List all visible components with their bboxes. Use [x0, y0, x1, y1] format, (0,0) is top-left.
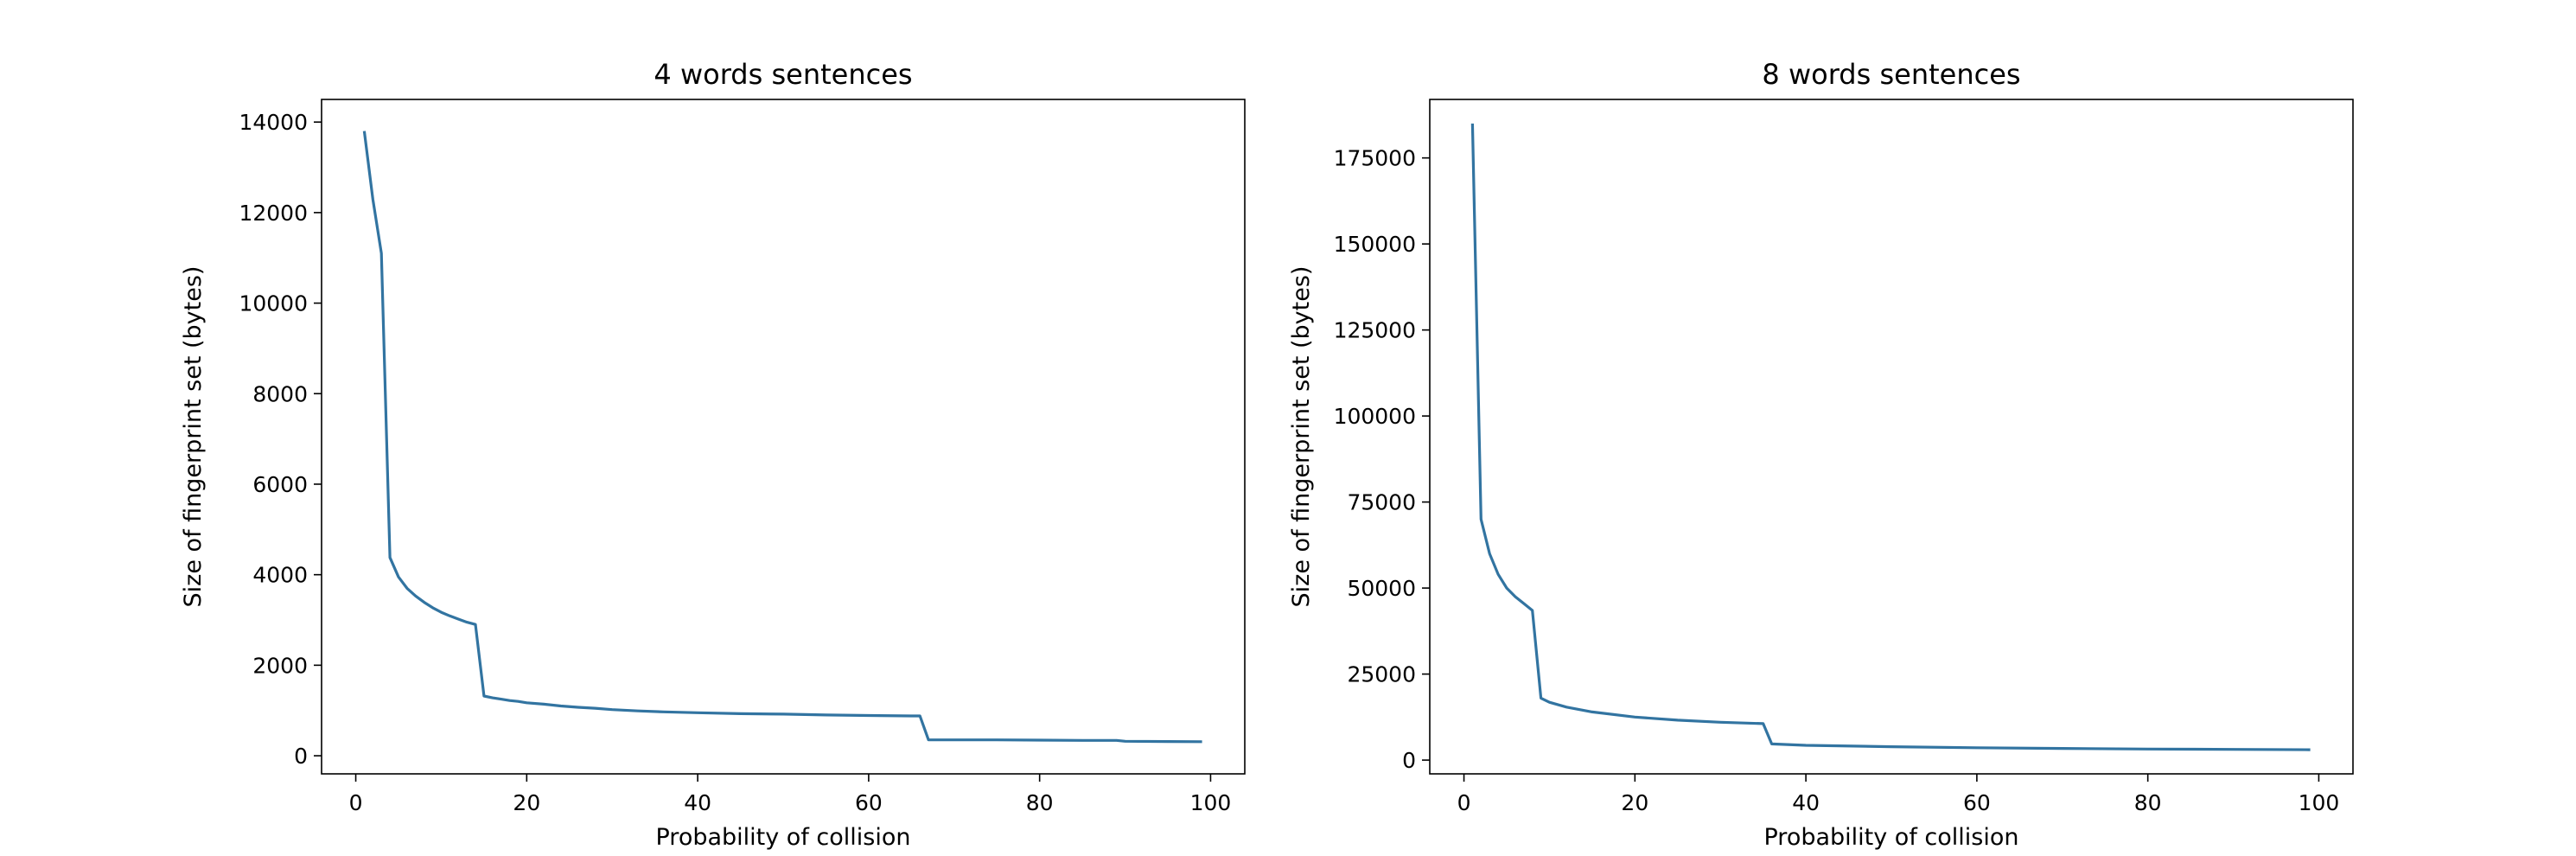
y-tick-label: 6000 [252, 472, 308, 497]
x-tick-label: 0 [1457, 790, 1471, 815]
y-tick-label: 100000 [1334, 404, 1416, 429]
y-tick-label: 8000 [252, 381, 308, 406]
y-tick-label: 0 [294, 744, 308, 769]
x-tick-label: 80 [1026, 790, 1054, 815]
y-tick-label: 12000 [239, 201, 308, 226]
y-tick-label: 10000 [239, 291, 308, 316]
x-axis-label: Probability of collision [1764, 824, 2019, 851]
axes-frame [1429, 99, 2354, 775]
series-line [362, 131, 1202, 744]
y-tick-label: 125000 [1334, 318, 1416, 343]
y-tick-label: 0 [1402, 748, 1416, 773]
y-tick-label: 2000 [252, 653, 308, 678]
axes-frame [321, 99, 1246, 775]
x-tick-label: 20 [1621, 790, 1648, 815]
x-tick-label: 80 [2134, 790, 2162, 815]
series-line [1470, 123, 2311, 751]
x-tick-label: 0 [349, 790, 363, 815]
y-tick-label: 4000 [252, 563, 308, 588]
y-tick-label: 175000 [1334, 146, 1416, 171]
chart-8-words: 8 words sentences 0 20 40 60 80 100 0 25000 50000… [1288, 58, 2354, 851]
x-tick-label: 60 [1963, 790, 1991, 815]
y-axis-label: Size of fingerprint set (bytes) [1288, 266, 1315, 608]
y-tick-label: 150000 [1334, 232, 1416, 257]
x-tick-label: 20 [513, 790, 540, 815]
chart-title: 8 words sentences [1762, 58, 2020, 91]
y-tick-label: 14000 [239, 110, 308, 135]
x-tick-label: 40 [1792, 790, 1820, 815]
x-tick-label: 40 [684, 790, 711, 815]
y-tick-label: 25000 [1347, 662, 1416, 687]
chart-4-words: 4 words sentences 0 20 40 60 80 100 0 2000 4000 60… [180, 58, 1246, 851]
x-tick-label: 100 [1190, 790, 1232, 815]
y-tick-label: 50000 [1347, 576, 1416, 601]
x-tick-label: 100 [2299, 790, 2340, 815]
x-axis-label: Probability of collision [656, 824, 911, 851]
x-tick-label: 60 [855, 790, 883, 815]
y-axis-label: Size of fingerprint set (bytes) [180, 266, 207, 608]
y-tick-label: 75000 [1347, 490, 1416, 515]
chart-title: 4 words sentences [654, 58, 912, 91]
